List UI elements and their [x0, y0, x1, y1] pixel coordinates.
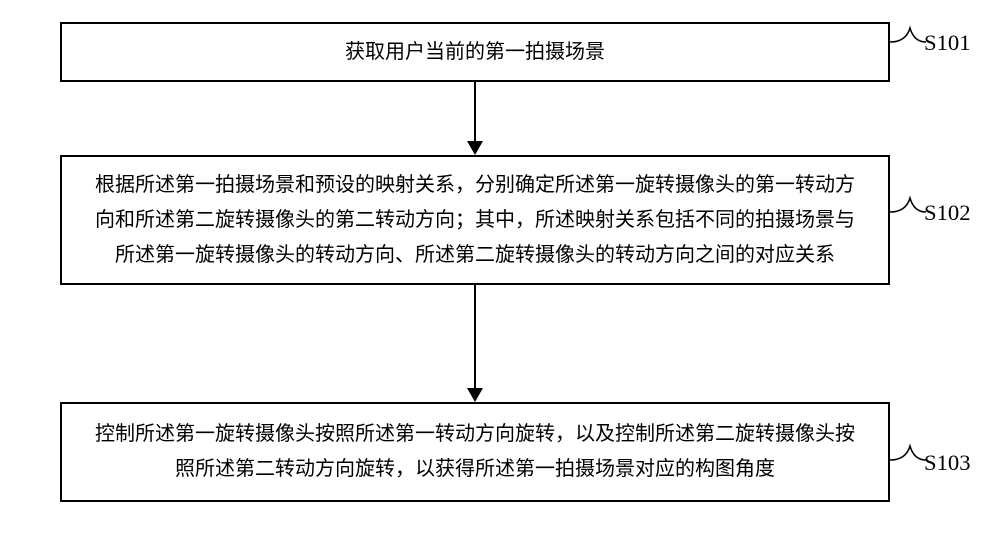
step-box-s102: 根据所述第一拍摄场景和预设的映射关系，分别确定所述第一旋转摄像头的第一转动方向和… — [60, 155, 890, 285]
label-connector-s102 — [890, 192, 926, 232]
step-label-s102: S102 — [924, 200, 971, 226]
arrow-shaft — [474, 285, 476, 389]
arrow-s102-to-s103 — [60, 285, 890, 402]
label-connector-s103 — [890, 440, 926, 480]
arrow-head-icon — [467, 141, 483, 155]
step-box-s101: 获取用户当前的第一拍摄场景 — [60, 22, 890, 82]
step-text: 获取用户当前的第一拍摄场景 — [86, 35, 864, 70]
label-connector-s101 — [890, 22, 926, 62]
arrow-s101-to-s102 — [60, 82, 890, 155]
step-text: 控制所述第一旋转摄像头按照所述第一转动方向旋转，以及控制所述第二旋转摄像头按照所… — [86, 417, 864, 487]
flowchart-container: 获取用户当前的第一拍摄场景 根据所述第一拍摄场景和预设的映射关系，分别确定所述第… — [60, 22, 890, 502]
step-text: 根据所述第一拍摄场景和预设的映射关系，分别确定所述第一旋转摄像头的第一转动方向和… — [86, 168, 864, 273]
step-box-s103: 控制所述第一旋转摄像头按照所述第一转动方向旋转，以及控制所述第二旋转摄像头按照所… — [60, 402, 890, 502]
arrow-head-icon — [467, 388, 483, 402]
arrow-shaft — [474, 82, 476, 142]
step-label-s101: S101 — [924, 30, 971, 56]
step-label-s103: S103 — [924, 450, 971, 476]
